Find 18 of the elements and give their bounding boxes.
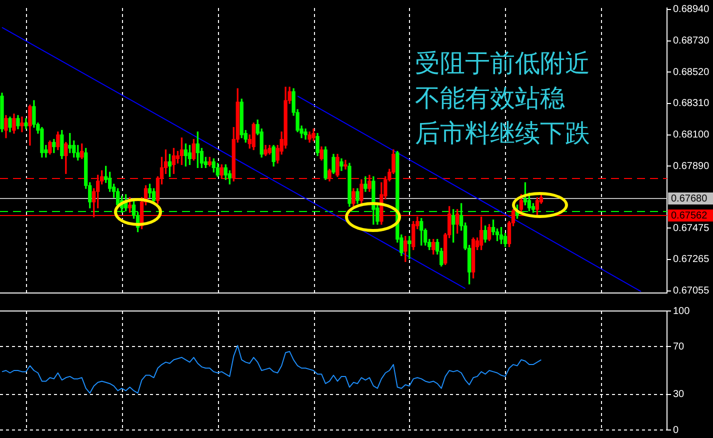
annotation: 不能有效站稳: [414, 84, 565, 112]
y-tick-label: 0.67265: [673, 254, 710, 266]
y-tick-label: 0.68940: [673, 4, 710, 16]
annotation: 受阻于前低附近: [414, 48, 590, 78]
y-tick-label: 0.67475: [673, 222, 710, 234]
ref-line-label: 0.67680: [671, 193, 708, 204]
annotation: 后市料继续下跌: [414, 118, 590, 148]
y-tick-label: 0.68730: [673, 36, 710, 47]
y-tick-label: 70: [673, 341, 685, 352]
y-tick-label: 0.67055: [673, 286, 710, 297]
y-tick-label: 0: [673, 424, 679, 436]
y-tick-label: 100: [673, 306, 690, 317]
y-tick-label: 30: [673, 389, 685, 400]
y-tick-label: 0.67890: [673, 160, 710, 172]
y-tick-label: 0.68310: [673, 98, 710, 110]
ref-line-label: 0.67562: [671, 210, 708, 222]
y-tick-label: 0.68520: [673, 66, 710, 78]
y-tick-label: 0.68100: [673, 130, 710, 141]
